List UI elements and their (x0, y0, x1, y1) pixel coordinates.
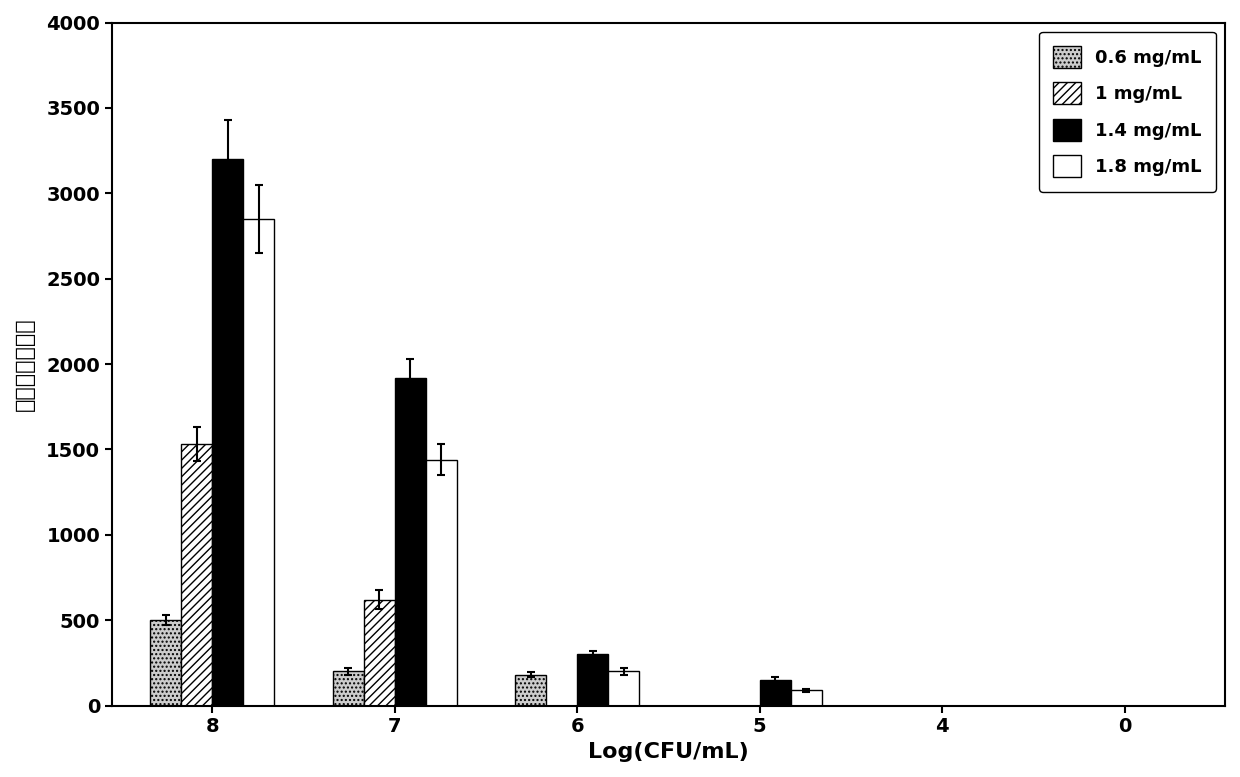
Bar (760, 680, 791, 706)
Bar (150, 620, 181, 706)
Bar (515, 675, 546, 706)
Bar (578, 654, 609, 706)
Bar (243, 219, 274, 706)
Bar (181, 444, 212, 706)
Bar (332, 671, 363, 706)
X-axis label: Log(CFU/mL): Log(CFU/mL) (588, 742, 749, 762)
Bar (425, 460, 456, 706)
Bar (212, 159, 243, 706)
Bar (609, 671, 640, 706)
Y-axis label: 检测线信号强度: 检测线信号强度 (15, 317, 35, 411)
Bar (363, 600, 394, 706)
Bar (394, 378, 425, 706)
Bar (791, 690, 822, 706)
Legend: 0.6 mg/mL, 1 mg/mL, 1.4 mg/mL, 1.8 mg/mL: 0.6 mg/mL, 1 mg/mL, 1.4 mg/mL, 1.8 mg/mL (1039, 32, 1216, 192)
